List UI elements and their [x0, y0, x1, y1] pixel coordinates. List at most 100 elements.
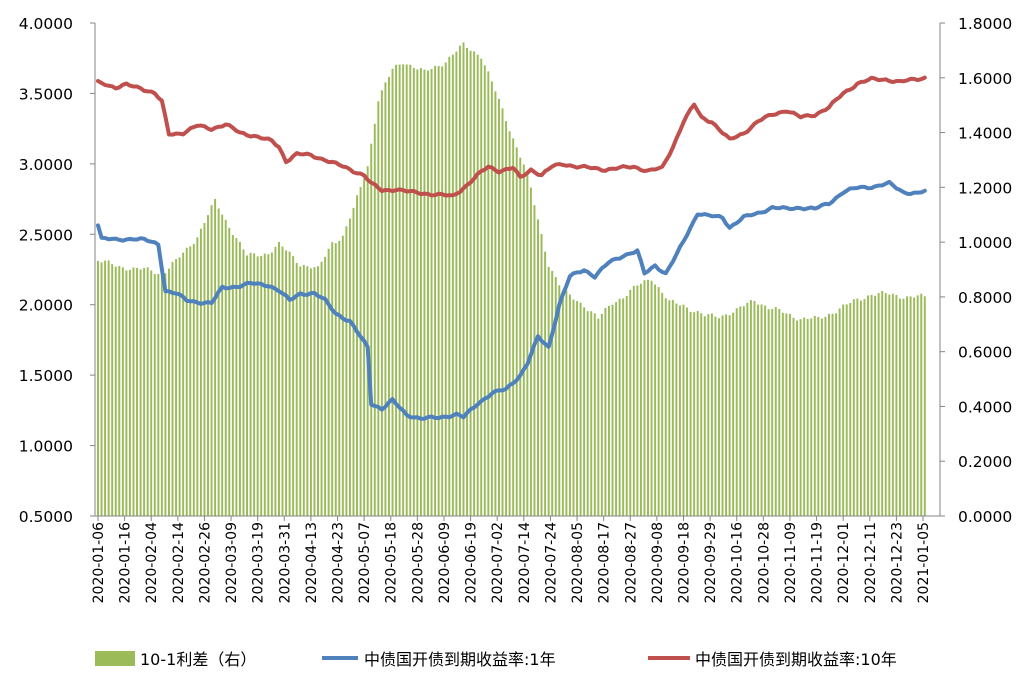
x-tick-label: 2020-04-13 — [304, 522, 320, 603]
spread-bar — [359, 187, 362, 517]
spread-bar — [785, 313, 788, 516]
spread-bar — [210, 205, 213, 517]
spread-bar — [764, 305, 767, 516]
spread-bar — [263, 253, 266, 516]
spread-bar — [668, 300, 671, 516]
spread-bar — [398, 64, 401, 516]
spread-bar — [749, 300, 752, 516]
spread-bar — [600, 313, 603, 516]
spread-bar — [391, 68, 394, 516]
spread-bar — [838, 308, 841, 516]
spread-bar — [703, 316, 706, 516]
spread-bar — [757, 304, 759, 516]
spread-bar — [111, 264, 114, 516]
spread-bar — [274, 246, 277, 517]
spread-bar — [820, 318, 823, 516]
spread-bar — [544, 251, 547, 516]
right-tick-label: 0.6000 — [958, 344, 1012, 362]
spread-bar — [813, 315, 816, 516]
spread-bar — [881, 291, 884, 516]
spread-bar — [508, 131, 511, 516]
spread-bar — [444, 62, 447, 516]
spread-bar — [480, 58, 483, 516]
right-axis-tick-labels: 0.0000 0.2000 0.4000 0.6000 0.8000 1.0000 1.20… — [940, 15, 1012, 526]
spread-bar — [554, 277, 557, 516]
spread-bar — [118, 266, 121, 516]
spread-bar — [150, 270, 153, 516]
spread-bar — [302, 264, 305, 516]
spread-bar — [604, 307, 607, 516]
spread-bar — [185, 247, 188, 516]
spread-bar — [913, 297, 916, 516]
spread-bar — [136, 267, 139, 516]
spread-bar — [863, 299, 866, 516]
x-tick-label: 2020-10-28 — [756, 522, 772, 603]
x-tick-label: 2020-02-14 — [171, 522, 187, 603]
spread-bar — [104, 260, 107, 516]
spread-bar — [781, 312, 784, 516]
spread-bar — [139, 269, 142, 516]
spread-bar — [217, 208, 220, 516]
spread-bar — [107, 260, 110, 516]
spread-bar — [199, 228, 202, 516]
spread-bar — [189, 246, 192, 517]
spread-bar — [143, 268, 146, 516]
spread-bar — [196, 237, 199, 516]
spread-bar — [451, 54, 454, 516]
spread-bar — [664, 298, 667, 516]
spread-bar — [583, 307, 586, 516]
spread-bar — [909, 296, 912, 516]
spread-bar — [746, 302, 749, 516]
spread-bar — [458, 45, 461, 517]
x-tick-label: 2020-01-06 — [91, 522, 107, 603]
spread-bar — [178, 257, 181, 516]
spread-bar — [228, 227, 231, 516]
spread-bar — [579, 302, 582, 516]
spread-bar — [650, 280, 653, 516]
spread-bar — [629, 289, 632, 516]
spread-bar — [558, 285, 561, 516]
spread-bar — [696, 310, 699, 516]
spread-bar — [164, 273, 167, 516]
spread-bar — [867, 295, 869, 516]
spread-bar — [682, 304, 685, 516]
spread-bar — [792, 317, 795, 516]
x-tick-label: 2021-01-05 — [916, 522, 932, 603]
yield-lines — [96, 75, 927, 421]
spread-bar — [498, 98, 500, 516]
spread-bar — [242, 249, 245, 516]
spread-bar — [639, 283, 642, 516]
left-tick-label: 4.0000 — [19, 15, 73, 33]
spread-bar — [157, 273, 160, 516]
right-tick-label: 0.2000 — [958, 453, 1012, 471]
spread-bar — [771, 309, 774, 516]
spread-bar — [317, 266, 319, 516]
spread-bar — [767, 309, 770, 516]
spread-bar — [647, 279, 649, 516]
spread-bar — [806, 318, 809, 516]
spread-bar — [419, 68, 422, 516]
x-tick-label: 2020-11-09 — [783, 522, 799, 603]
x-tick-label: 2020-07-14 — [517, 522, 533, 603]
spread-bar — [615, 302, 618, 516]
spread-bar — [721, 315, 724, 516]
yield-1y-line — [96, 179, 927, 421]
spread-bar — [167, 268, 170, 516]
spread-bar — [476, 54, 479, 517]
spread-bar — [412, 67, 415, 517]
spread-bar — [448, 56, 451, 516]
legend-label-spread: 10-1利差（右） — [140, 650, 256, 669]
spread-bar — [320, 261, 323, 516]
spread-bar — [608, 305, 610, 516]
spread-bar — [788, 313, 791, 516]
spread-bar — [377, 101, 380, 516]
spread-bar — [572, 299, 575, 516]
spread-bar — [700, 313, 703, 516]
spread-bar — [114, 266, 117, 516]
right-tick-label: 1.2000 — [958, 179, 1012, 197]
spread-bar — [586, 311, 589, 516]
spread-bar — [512, 138, 515, 516]
spread-bar — [778, 308, 781, 516]
spread-bar — [494, 91, 497, 516]
spread-bar — [363, 178, 366, 517]
